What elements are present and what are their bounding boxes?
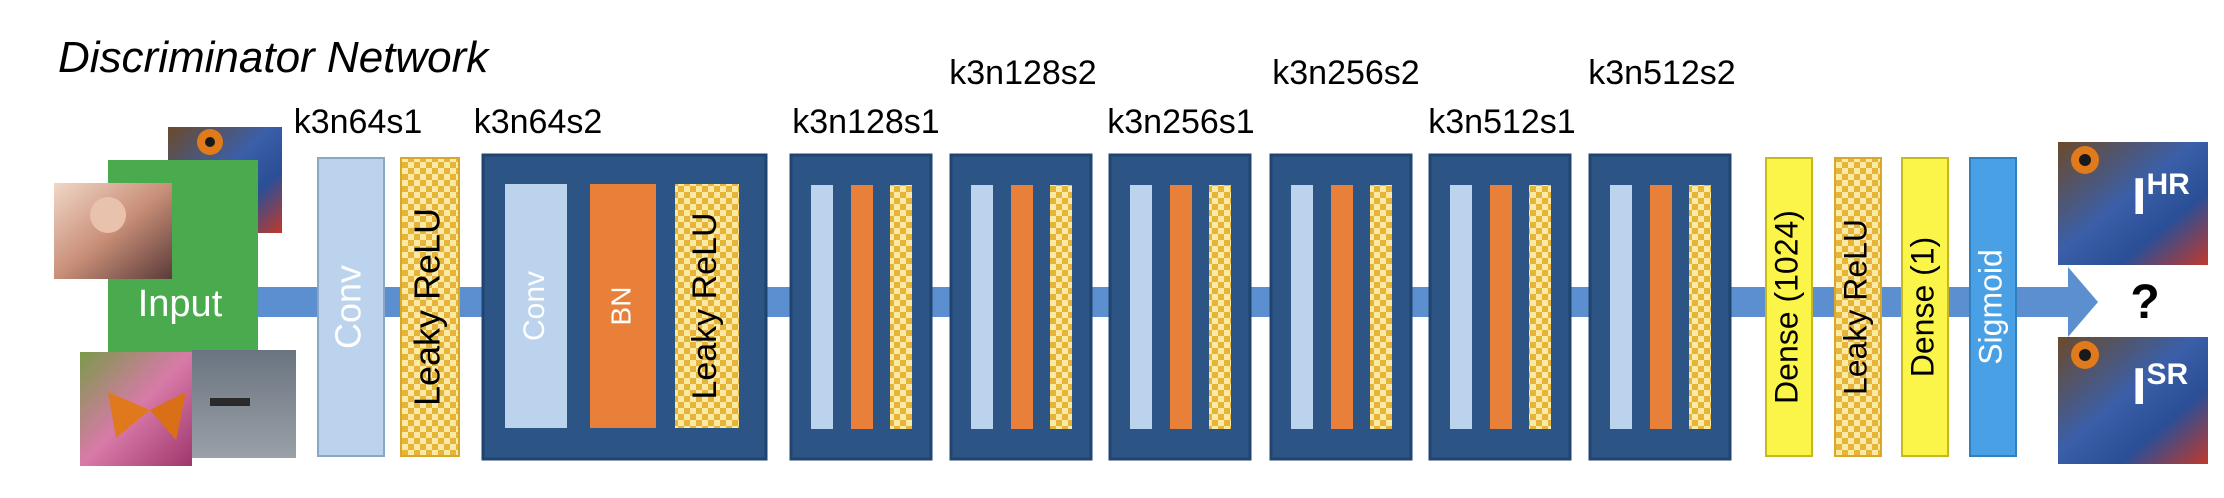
block-k3n256s2: [1269, 153, 1413, 461]
head-leaky-relu-layer: [1834, 157, 1882, 457]
block-leaky-relu: [1370, 185, 1392, 429]
block-leaky-relu: [1050, 185, 1072, 429]
dense-1-layer: [1901, 157, 1949, 457]
input-label: Input: [138, 283, 223, 325]
initial-layers: Conv Leaky ReLU: [317, 157, 460, 457]
block-label-k3n64s1: k3n64s1: [294, 103, 423, 141]
block-bn-label: BN: [605, 287, 636, 326]
hr-label-sup: HR: [2146, 168, 2190, 201]
block-bn: [590, 184, 656, 428]
block-bn: [1011, 185, 1033, 429]
block-leaky-relu-label: Leaky ReLU: [686, 212, 724, 399]
block-label-k3n256s2: k3n256s2: [1272, 54, 1419, 92]
block-conv-label: Conv: [518, 271, 551, 341]
block-bn: [1331, 185, 1353, 429]
block-label-k3n512s1: k3n512s1: [1428, 103, 1575, 141]
diagram-title: Discriminator Network: [58, 33, 490, 82]
output-question: ?: [2130, 276, 2159, 329]
block-label-k3n512s2: k3n512s2: [1588, 54, 1735, 92]
small-blocks: [789, 153, 1732, 461]
block-leaky-relu: [890, 185, 912, 429]
dense-1024-layer: [1765, 157, 1813, 457]
block-leaky-relu: [1529, 185, 1551, 429]
block-conv: [505, 184, 567, 428]
leaky-relu-layer: [400, 157, 460, 457]
input-images: Input: [54, 127, 296, 466]
hr-label-base: I: [2132, 168, 2146, 226]
sr-label-base: I: [2132, 358, 2146, 416]
conv-layer: [317, 157, 385, 457]
block-k3n512s2: [1588, 153, 1732, 461]
block-conv: [971, 185, 993, 429]
block-leaky-relu: [1689, 185, 1711, 429]
block-bn: [1650, 185, 1672, 429]
block-k3n128s1: [789, 153, 933, 461]
block-leaky-relu: [675, 184, 739, 428]
conv-layer-label: Conv: [328, 265, 369, 349]
block-labels: k3n64s1 k3n64s2 k3n128s1 k3n128s2 k3n256…: [294, 54, 1736, 141]
block-label-k3n64s2: k3n64s2: [474, 103, 603, 141]
block-conv: [1450, 185, 1472, 429]
block-bn: [851, 185, 873, 429]
head-layers: Dense (1024) Leaky ReLU Dense (1) Sigmoi…: [1765, 157, 2017, 457]
hr-label: IHR: [2132, 168, 2190, 226]
block-k3n512s1: [1428, 153, 1572, 461]
block-k3n256s1: [1108, 153, 1252, 461]
block-label-k3n128s2: k3n128s2: [949, 54, 1096, 92]
head-leaky-relu-label: Leaky ReLU: [1837, 219, 1873, 395]
block-conv: [1130, 185, 1152, 429]
block-leaky-relu: [1209, 185, 1231, 429]
sigmoid-layer: [1969, 157, 2017, 457]
outputs: IHR ? ISR: [2058, 142, 2208, 464]
block-bn: [1490, 185, 1512, 429]
block-k3n64s2: Conv BN Leaky ReLU: [481, 153, 768, 461]
sr-label-sup: SR: [2146, 358, 2188, 391]
block-conv: [1610, 185, 1632, 429]
sr-label: ISR: [2132, 358, 2188, 416]
dense-1-label: Dense (1): [1904, 237, 1940, 378]
block-label-k3n256s1: k3n256s1: [1107, 103, 1254, 141]
block-conv: [811, 185, 833, 429]
leaky-relu-label: Leaky ReLU: [407, 208, 448, 406]
block-label-k3n128s1: k3n128s1: [792, 103, 939, 141]
sigmoid-label: Sigmoid: [1972, 249, 2008, 365]
dense-1024-label: Dense (1024): [1768, 210, 1804, 404]
block-conv: [1291, 185, 1313, 429]
block-bn: [1170, 185, 1192, 429]
block-k3n128s2: [949, 153, 1093, 461]
